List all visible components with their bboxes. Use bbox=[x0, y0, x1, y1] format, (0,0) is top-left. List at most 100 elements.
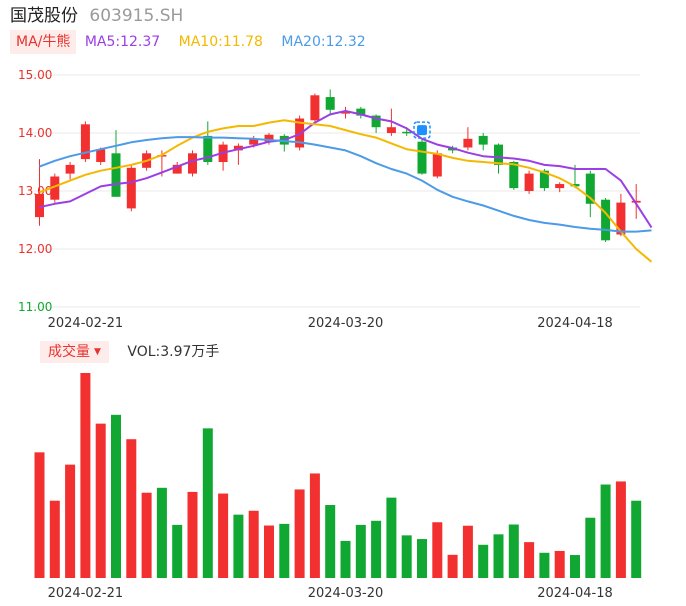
candle-body bbox=[402, 131, 412, 134]
volume-bar bbox=[294, 489, 305, 578]
price-tick-label: 15.00 bbox=[18, 68, 52, 82]
candle-body bbox=[631, 200, 641, 203]
ma-legend: MA/牛熊 MA5:12.37 MA10:11.78 MA20:12.32 bbox=[10, 30, 380, 54]
volume-bar bbox=[539, 552, 550, 578]
candle-body bbox=[264, 134, 274, 142]
candle-body bbox=[126, 167, 136, 209]
volume-bar bbox=[95, 423, 106, 578]
candle-body bbox=[386, 127, 396, 133]
ma20-legend: MA20:12.32 bbox=[281, 34, 366, 50]
volume-bar bbox=[508, 524, 519, 578]
volume-bar bbox=[462, 525, 473, 578]
candle-body bbox=[524, 173, 534, 191]
ma5-line bbox=[39, 110, 653, 229]
event-marker-icon[interactable] bbox=[413, 121, 431, 139]
volume-bar bbox=[279, 523, 290, 578]
volume-bar bbox=[401, 535, 412, 578]
candle-body bbox=[601, 199, 611, 241]
candle-body bbox=[539, 170, 549, 189]
volume-date-label: 2024-03-20 bbox=[308, 586, 384, 601]
volume-bar bbox=[432, 522, 443, 578]
stock-name: 国茂股份 bbox=[10, 6, 78, 26]
candle-body bbox=[233, 145, 243, 151]
ma10-legend: MA10:11.78 bbox=[178, 34, 263, 50]
volume-bar bbox=[570, 555, 580, 578]
volume-bar bbox=[309, 473, 320, 578]
candle-body bbox=[325, 97, 335, 110]
candle-body bbox=[172, 164, 182, 174]
volume-bar bbox=[80, 373, 91, 578]
caret-down-icon: ▼ bbox=[94, 347, 101, 357]
volume-bar bbox=[218, 493, 229, 578]
candle-body bbox=[417, 141, 427, 174]
candle-body bbox=[478, 135, 488, 145]
volume-bar bbox=[524, 542, 535, 578]
candle-body bbox=[570, 184, 580, 187]
volume-mode-label: 成交量 bbox=[48, 344, 90, 360]
volume-bar bbox=[156, 487, 167, 578]
candle-body bbox=[35, 193, 44, 218]
volume-bar bbox=[493, 534, 504, 578]
candle-body bbox=[111, 153, 121, 197]
volume-bar bbox=[585, 517, 596, 578]
volume-bar bbox=[202, 428, 213, 578]
volume-bar bbox=[615, 481, 626, 578]
price-tick-label: 12.00 bbox=[18, 242, 52, 256]
candle-body bbox=[585, 173, 595, 204]
volume-bar bbox=[417, 539, 427, 578]
price-tick-label: 14.00 bbox=[18, 126, 52, 140]
candle-body bbox=[249, 138, 259, 145]
candle-body bbox=[80, 124, 90, 160]
volume-mode-selector[interactable]: 成交量 ▼ bbox=[40, 341, 109, 363]
volume-bar bbox=[325, 505, 336, 578]
candle-body bbox=[310, 95, 320, 121]
ma-mode-selector[interactable]: MA/牛熊 bbox=[10, 30, 77, 54]
volume-bar bbox=[111, 414, 121, 578]
stock-header: 国茂股份 603915.SH bbox=[10, 4, 183, 28]
volume-bar bbox=[49, 500, 60, 578]
candle-body bbox=[371, 115, 381, 128]
volume-value: VOL:3.97万手 bbox=[127, 344, 220, 360]
volume-bar bbox=[187, 491, 198, 578]
volume-bar bbox=[447, 554, 458, 578]
ma20-line bbox=[39, 136, 652, 233]
volume-bar bbox=[340, 540, 351, 578]
volume-bar bbox=[34, 452, 45, 578]
volume-bar bbox=[172, 524, 183, 578]
volume-bar bbox=[248, 510, 259, 578]
volume-bar bbox=[233, 514, 244, 578]
volume-bar bbox=[371, 520, 382, 578]
volume-bar bbox=[355, 524, 366, 578]
volume-bar bbox=[554, 550, 565, 578]
price-date-label: 2024-04-18 bbox=[537, 316, 613, 331]
volume-bar bbox=[386, 497, 397, 578]
volume-bar bbox=[126, 439, 137, 578]
candle-body bbox=[341, 112, 350, 114]
price-date-label: 2024-02-21 bbox=[48, 316, 124, 331]
candle-body bbox=[203, 135, 213, 162]
candle-body bbox=[509, 162, 519, 189]
candle-body bbox=[50, 176, 60, 200]
candle-body bbox=[616, 202, 626, 235]
candle-body bbox=[555, 184, 565, 189]
candle-body bbox=[96, 149, 106, 162]
candle-body bbox=[65, 164, 75, 174]
ma5-legend: MA5:12.37 bbox=[84, 34, 161, 50]
volume-legend: 成交量 ▼ VOL:3.97万手 bbox=[40, 341, 219, 363]
candle-body bbox=[432, 153, 442, 177]
volume-bar bbox=[478, 544, 489, 578]
volume-date-label: 2024-04-18 bbox=[537, 586, 613, 601]
price-date-label: 2024-03-20 bbox=[308, 316, 384, 331]
price-tick-label: 11.00 bbox=[18, 300, 52, 314]
volume-bar bbox=[631, 500, 642, 578]
volume-bar bbox=[141, 492, 152, 578]
volume-bar bbox=[65, 464, 76, 578]
volume-date-label: 2024-02-21 bbox=[48, 586, 124, 601]
stock-code: 603915.SH bbox=[89, 6, 184, 26]
volume-bar bbox=[264, 525, 274, 578]
candle-body bbox=[463, 138, 473, 148]
volume-bar bbox=[600, 484, 611, 578]
candle-body bbox=[188, 153, 197, 174]
candle-body bbox=[356, 108, 366, 116]
